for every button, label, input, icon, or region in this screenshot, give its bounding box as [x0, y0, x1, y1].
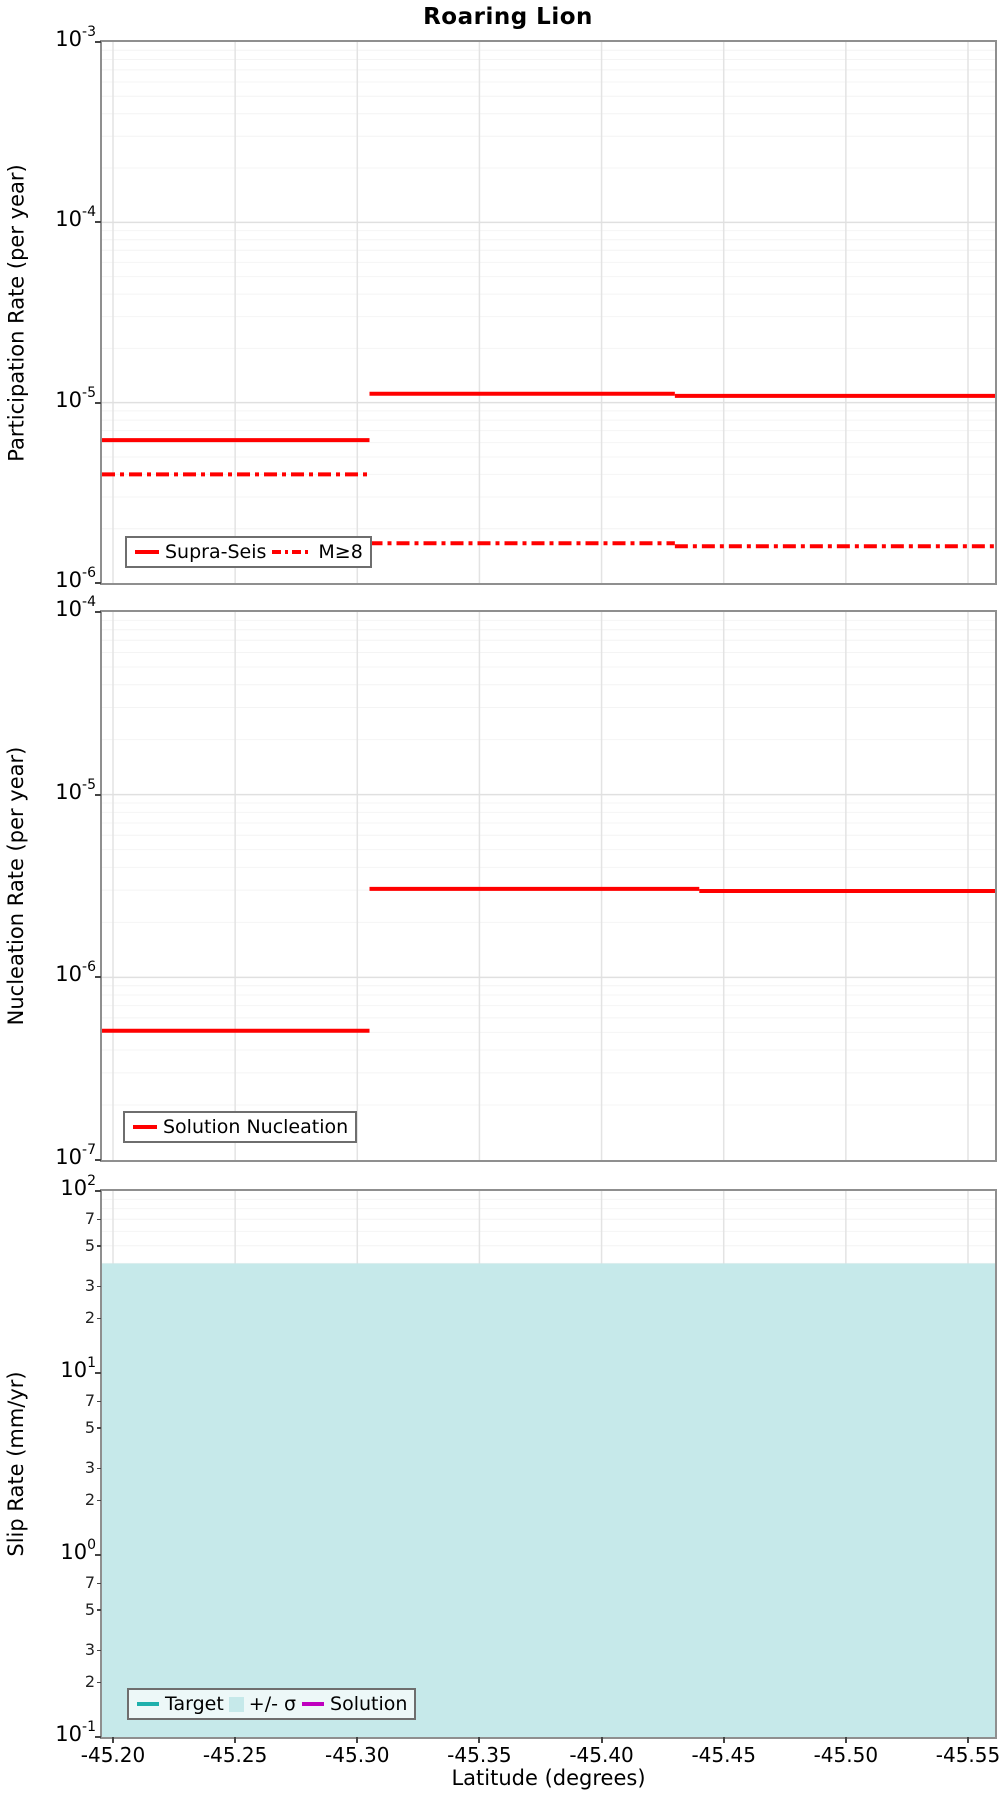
y-axis-label-slip-rate: Slip Rate (mm/yr) — [4, 1371, 28, 1557]
y-minor-tick-mark — [97, 1609, 101, 1611]
legend-label-supra-seis: Supra-Seis — [165, 541, 267, 563]
y-tick-mark — [95, 1159, 101, 1161]
y-minor-tick-label: 7 — [84, 1209, 95, 1229]
x-tick-mark — [234, 1737, 237, 1743]
y-minor-tick-mark — [97, 1681, 101, 1684]
y-tick-label: 102 — [60, 1173, 96, 1200]
y-tick-label: 10-6 — [55, 565, 96, 592]
nucleation-plot-area — [102, 612, 996, 1160]
x-tick-mark — [478, 1737, 481, 1743]
solution-nucleation-line-sample — [133, 1125, 157, 1129]
y-minor-tick-label: 5 — [84, 1599, 95, 1619]
legend-participation: Supra-Seis M≥8 — [125, 536, 372, 568]
y-tick-mark — [95, 1190, 101, 1192]
y-axis-label-participation: Participation Rate (per year) — [4, 164, 29, 462]
y-minor-tick-mark — [97, 1285, 101, 1288]
y-minor-tick-label: 7 — [84, 1573, 95, 1593]
y-minor-tick-label: 7 — [84, 1391, 95, 1411]
y-axis-label-nucleation: Nucleation Rate (per year) — [4, 746, 28, 1026]
x-tick-mark — [844, 1737, 847, 1743]
y-tick-mark — [95, 793, 101, 796]
supra-seis-line-sample — [135, 550, 159, 554]
y-tick-mark — [95, 611, 101, 613]
x-tick-mark — [967, 1737, 969, 1743]
y-tick-label: 10-7 — [55, 1142, 96, 1169]
x-tick-mark — [112, 1737, 114, 1743]
slip-rate-plot-canvas — [102, 1191, 995, 1737]
y-minor-tick-mark — [97, 1400, 101, 1403]
y-tick-mark — [95, 582, 101, 584]
nucleation-plot-canvas — [102, 612, 996, 1160]
x-tick-label: -45.25 — [202, 1743, 268, 1767]
x-tick-label: -45.35 — [447, 1743, 512, 1767]
y-minor-tick-mark — [97, 1582, 101, 1585]
x-tick-mark — [722, 1737, 725, 1743]
y-tick-label: 100 — [60, 1537, 96, 1564]
y-minor-tick-label: 2 — [84, 1672, 95, 1692]
y-minor-tick-mark — [97, 1467, 101, 1470]
legend-nucleation: Solution Nucleation — [123, 1111, 358, 1143]
y-tick-label: 10-5 — [55, 776, 96, 804]
y-tick-label: 10-5 — [55, 384, 96, 412]
sigma-band-patch-sample — [228, 1696, 244, 1712]
y-tick-label: 101 — [60, 1355, 96, 1382]
y-minor-tick-label: 2 — [84, 1490, 95, 1510]
participation-plot-area — [102, 42, 996, 583]
y-tick-mark — [95, 401, 101, 404]
y-tick-label: 10-3 — [55, 24, 96, 51]
legend-label-sigma: +/- σ — [248, 1693, 297, 1715]
legend-label-solution: Solution — [330, 1693, 408, 1715]
y-minor-tick-label: 5 — [84, 1235, 95, 1255]
y-minor-tick-mark — [97, 1427, 101, 1429]
chart-title: Roaring Lion — [423, 4, 593, 30]
y-minor-tick-label: 2 — [84, 1308, 95, 1328]
y-minor-tick-mark — [97, 1499, 101, 1502]
y-tick-mark — [95, 1372, 101, 1374]
y-tick-mark — [95, 1736, 101, 1738]
m8-line-sample — [272, 550, 313, 554]
x-tick-label: -45.45 — [691, 1743, 756, 1767]
y-minor-tick-mark — [97, 1317, 101, 1320]
y-minor-tick-label: 3 — [84, 1458, 95, 1478]
solution-line-sample — [302, 1702, 325, 1706]
target-line-sample — [137, 1702, 159, 1706]
y-minor-tick-label: 5 — [84, 1417, 95, 1437]
x-tick-mark — [600, 1737, 603, 1743]
x-tick-label: -45.50 — [813, 1743, 879, 1767]
legend-label-m8: M≥8 — [318, 541, 363, 563]
y-tick-mark — [95, 221, 101, 224]
y-minor-tick-mark — [97, 1649, 101, 1652]
y-minor-tick-mark — [97, 1218, 101, 1221]
legend-slip-rate: Target +/- σ Solution — [127, 1688, 417, 1720]
y-tick-mark — [95, 41, 101, 43]
y-minor-tick-label: 3 — [84, 1276, 95, 1296]
y-minor-tick-label: 3 — [84, 1640, 95, 1660]
y-tick-mark — [95, 1554, 101, 1556]
x-tick-label: -45.40 — [569, 1743, 634, 1767]
sigma-band-area — [102, 1263, 995, 1737]
y-tick-label: 10-6 — [55, 959, 96, 987]
participation-plot-canvas — [102, 42, 996, 583]
x-tick-label: -45.20 — [80, 1743, 146, 1767]
y-tick-label: 10-1 — [55, 1719, 96, 1746]
slip-rate-plot-area — [102, 1191, 995, 1737]
x-axis-label: Latitude (degrees) — [451, 1766, 646, 1790]
y-minor-tick-mark — [97, 1245, 101, 1247]
legend-label-solution-nucleation: Solution Nucleation — [163, 1116, 349, 1138]
y-tick-label: 10-4 — [55, 594, 96, 621]
x-tick-label: -45.30 — [325, 1743, 390, 1767]
x-tick-mark — [356, 1737, 359, 1743]
y-tick-label: 10-4 — [55, 204, 96, 232]
x-tick-label: -45.55 — [935, 1743, 1000, 1767]
y-tick-mark — [95, 976, 101, 979]
legend-label-target: Target — [165, 1693, 224, 1715]
